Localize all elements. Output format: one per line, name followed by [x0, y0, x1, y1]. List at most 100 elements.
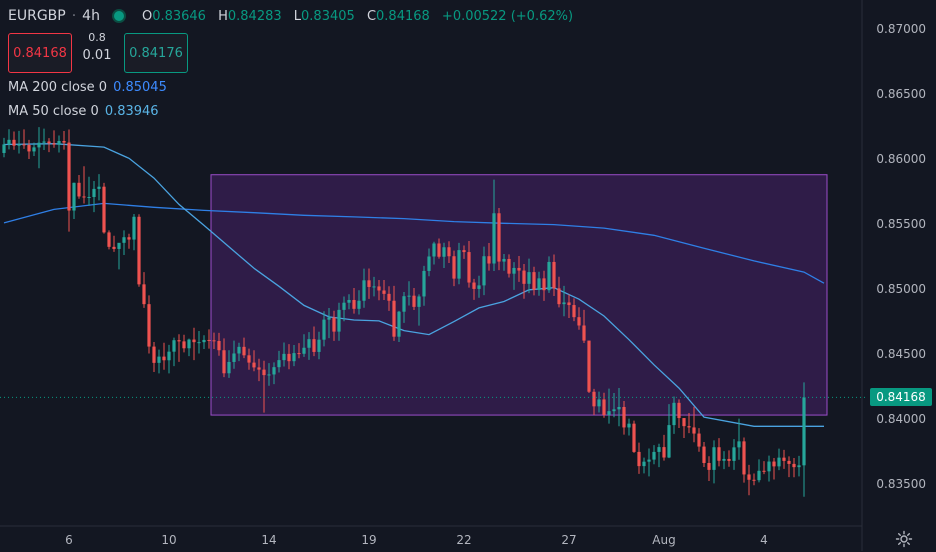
candle-body	[67, 142, 71, 211]
candle-body	[482, 256, 486, 286]
candle-body	[402, 296, 406, 312]
buy-button[interactable]: 0.84176	[124, 33, 188, 73]
candle-body	[322, 319, 326, 340]
candle-body	[752, 479, 756, 481]
candle-body	[387, 293, 391, 301]
time-tick-label: 4	[760, 533, 768, 547]
candle-body	[202, 339, 206, 343]
price-tick-label: 0.86000	[876, 151, 926, 166]
candle-body	[17, 144, 21, 146]
candle-body	[712, 447, 716, 470]
time-tick-label: 6	[65, 533, 73, 547]
candle-body	[797, 465, 801, 468]
low-label: L	[293, 8, 302, 24]
candle-body	[372, 286, 376, 288]
ma200-legend[interactable]: MA 200 close 0 0.85045	[8, 80, 167, 95]
candle-body	[52, 143, 56, 145]
last-price-badge: 0.84168	[870, 388, 932, 407]
candle-body	[507, 258, 511, 274]
candle-body	[262, 369, 266, 376]
candle-body	[167, 351, 171, 361]
candle-body	[652, 451, 656, 460]
candle-body	[7, 139, 11, 145]
gear-icon[interactable]	[895, 530, 913, 548]
candle-body	[347, 299, 351, 303]
candle-body	[582, 325, 586, 341]
candle-body	[542, 278, 546, 291]
candle-body	[737, 441, 741, 448]
ohlc-readout: O0.83646 H0.84283 L0.83405 C0.84168 +0.0…	[142, 9, 581, 24]
candle-body	[732, 447, 736, 461]
candle-body	[157, 356, 161, 363]
candle-body	[697, 433, 701, 447]
candle-body	[462, 250, 466, 253]
candle-body	[457, 250, 461, 279]
candle-body	[72, 182, 76, 211]
candle-body	[452, 256, 456, 279]
price-tick-label: 0.83500	[876, 477, 926, 492]
candle-body	[147, 304, 151, 347]
timeframe-label[interactable]: 4h	[82, 8, 100, 24]
candle-body	[792, 463, 796, 468]
candle-body	[412, 295, 416, 307]
candle-body	[397, 311, 401, 337]
candle-body	[377, 286, 381, 291]
candle-body	[787, 460, 791, 464]
candle-body	[222, 350, 226, 374]
candle-body	[12, 139, 16, 146]
candle-body	[622, 406, 626, 428]
candle-body	[307, 339, 311, 348]
candle-body	[512, 267, 516, 274]
spread-value: 0.8	[88, 31, 106, 44]
candle-body	[287, 353, 291, 362]
candle-body	[242, 346, 246, 356]
candle-body	[367, 280, 371, 287]
ma200-label: MA 200 close 0	[8, 80, 108, 95]
candle-body	[717, 447, 721, 461]
candle-body	[467, 252, 471, 283]
candle-body	[227, 361, 231, 374]
sell-button[interactable]: 0.84168	[8, 33, 72, 73]
candle-body	[662, 447, 666, 458]
candle-body	[32, 147, 36, 152]
lot-size-input[interactable]: 0.01	[82, 48, 112, 63]
candle-body	[342, 302, 346, 310]
close-value: 0.84168	[376, 8, 430, 24]
open-label: O	[141, 8, 153, 24]
candle-body	[687, 426, 691, 428]
ma50-legend[interactable]: MA 50 close 0 0.83946	[8, 104, 159, 119]
candle-body	[137, 216, 141, 285]
candle-body	[272, 367, 276, 375]
ma200-line	[3, 202, 825, 284]
candle-body	[187, 339, 191, 349]
high-value: 0.84283	[227, 8, 282, 24]
candle-body	[332, 317, 336, 332]
open-value: 0.83646	[152, 8, 206, 24]
price-tick-label: 0.84000	[876, 412, 926, 427]
candle-body	[742, 441, 746, 475]
candle-body	[532, 272, 536, 290]
candle-body	[127, 237, 131, 240]
candle-body	[772, 461, 776, 467]
candle-body	[522, 270, 526, 284]
candle-body	[567, 302, 571, 306]
candle-body	[707, 462, 711, 470]
candle-body	[277, 360, 281, 368]
candle-body	[392, 300, 396, 337]
candle-body	[237, 346, 241, 354]
time-tick-label: 27	[561, 533, 577, 547]
time-tick-label: Aug	[652, 533, 676, 547]
ma50-label: MA 50 close 0	[8, 104, 99, 119]
candle-body	[337, 309, 341, 332]
candle-body	[432, 243, 436, 257]
price-tick-label: 0.85000	[876, 282, 926, 297]
candle-body	[777, 457, 781, 467]
candle-body	[172, 340, 176, 352]
candle-body	[762, 470, 766, 472]
candle-body	[132, 216, 136, 240]
symbol-name[interactable]: EURGBP	[8, 8, 66, 24]
candle-body	[257, 367, 261, 370]
candle-body	[602, 399, 606, 415]
